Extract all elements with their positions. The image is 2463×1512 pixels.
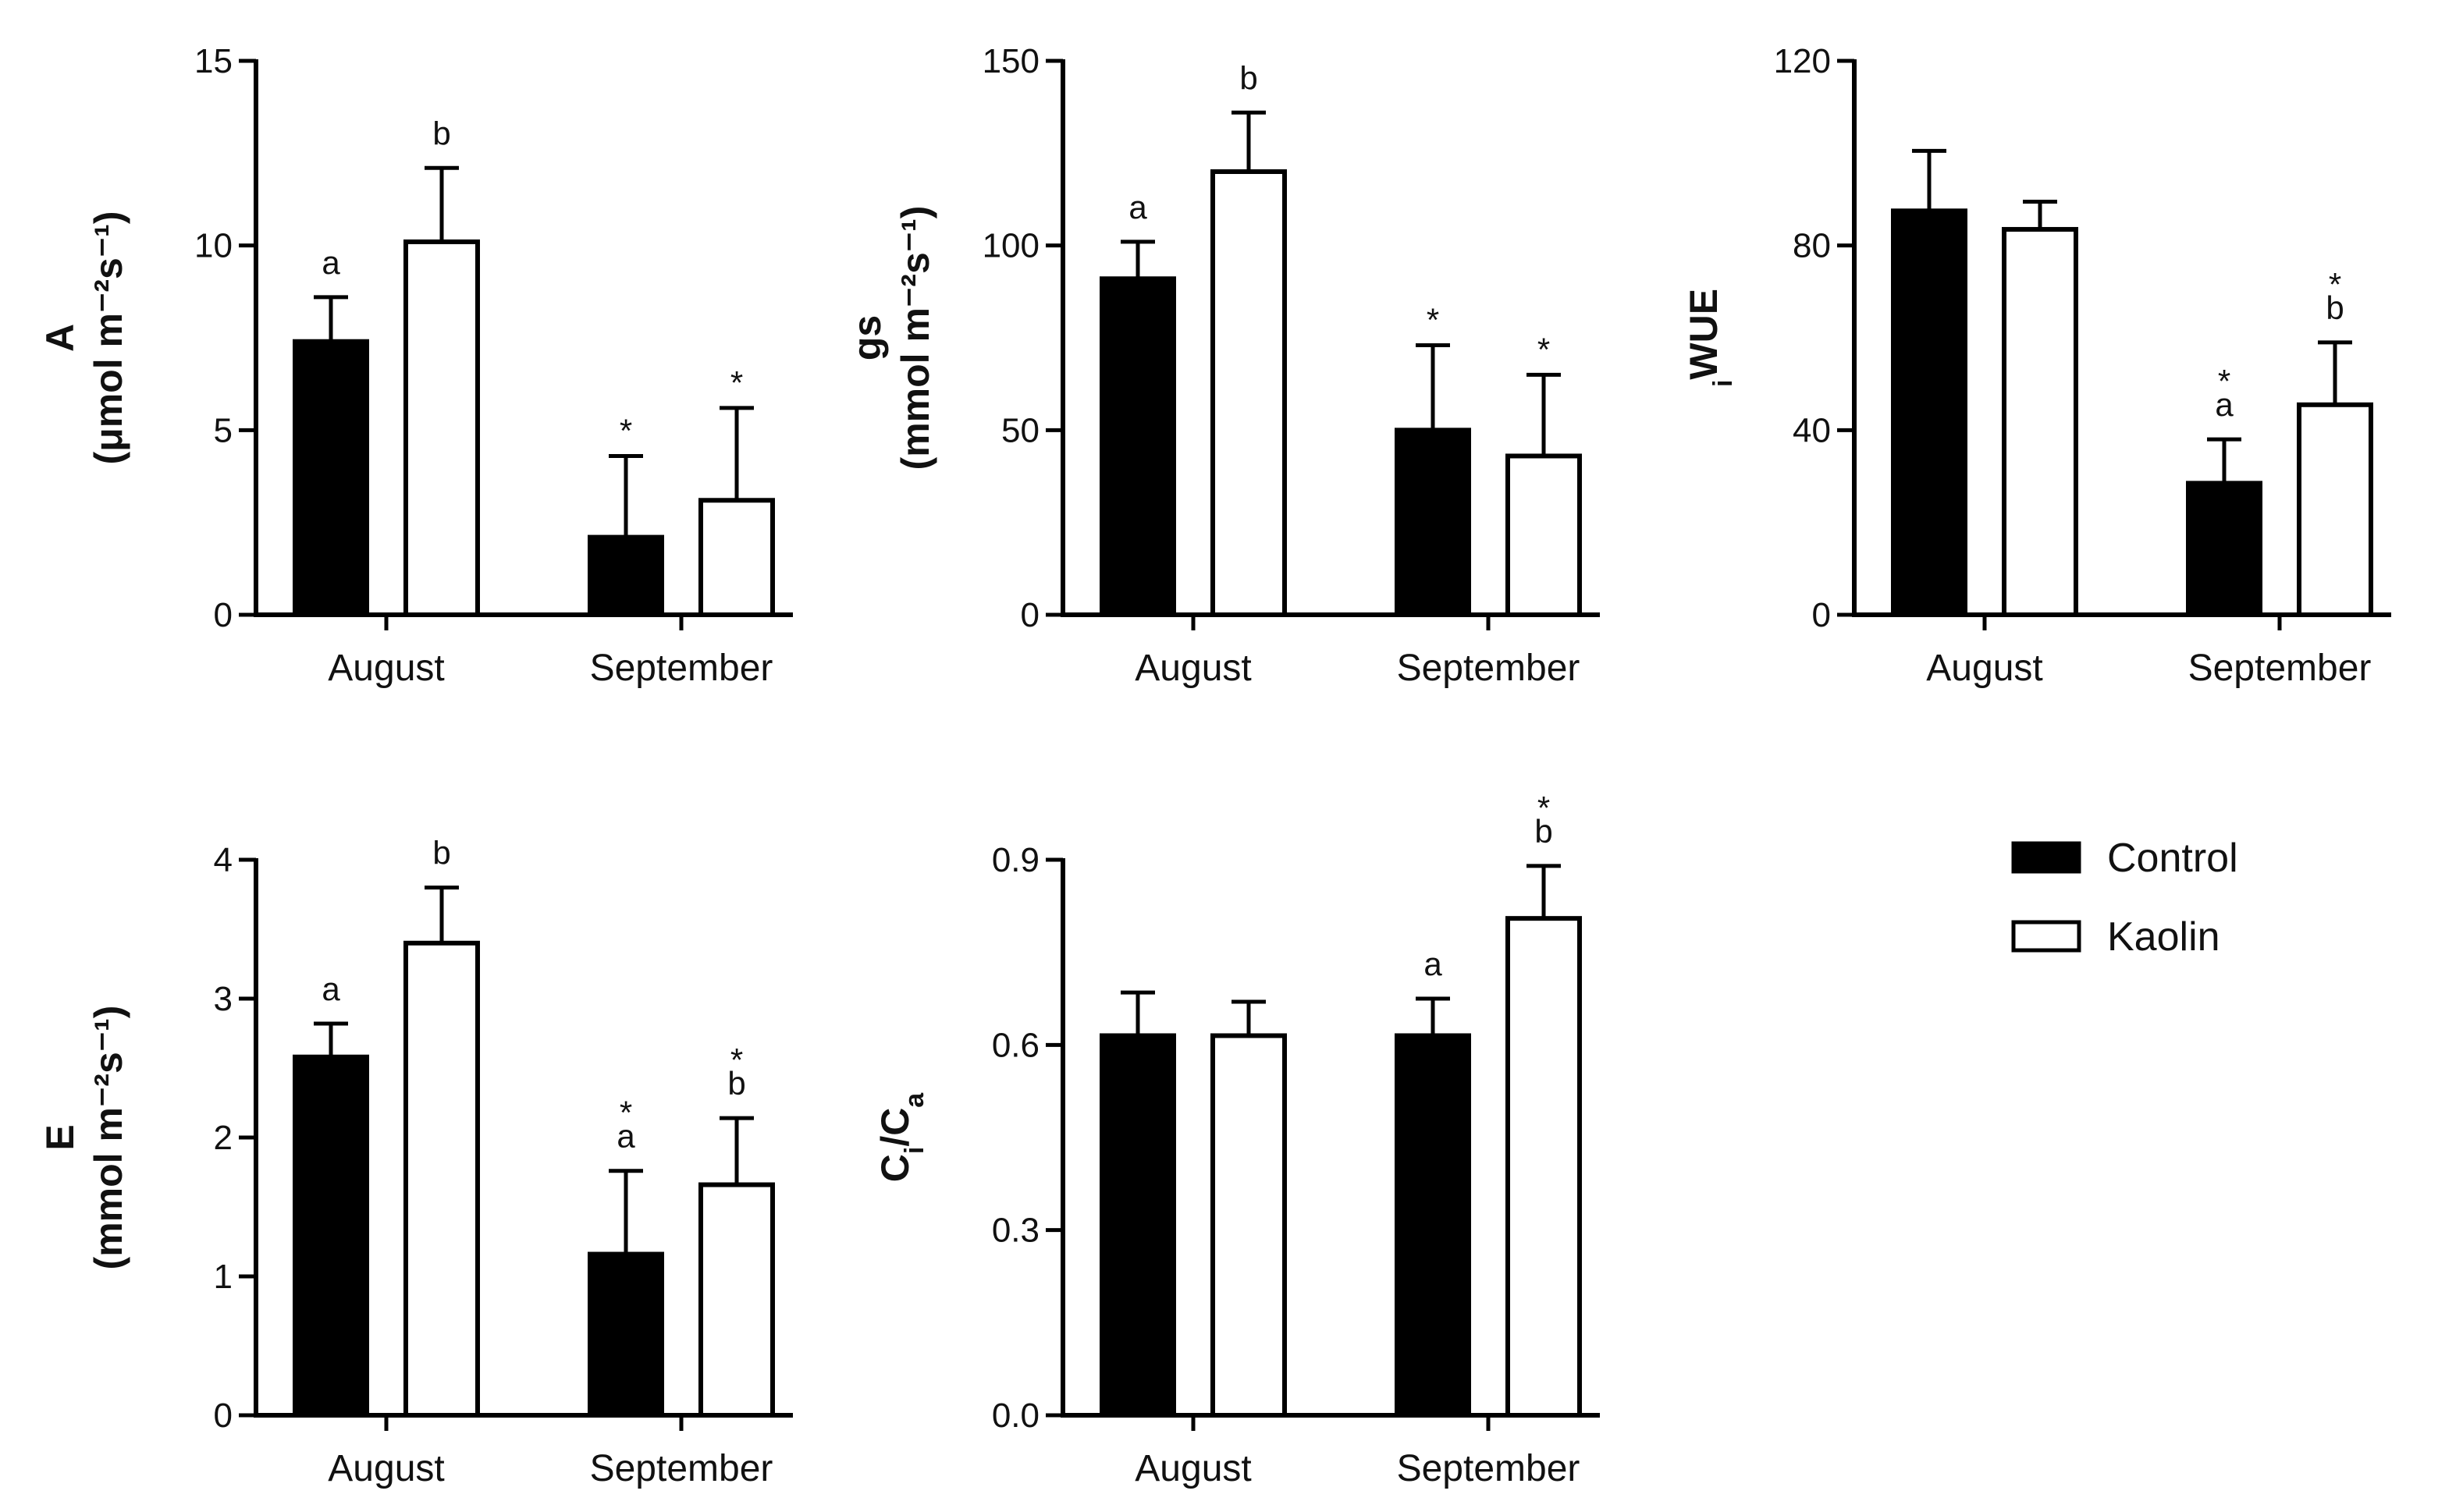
bar-kaolin (2002, 226, 2078, 617)
legend-label-kaolin: Kaolin (2107, 914, 2220, 960)
x-tick-label: August (1135, 1448, 1251, 1489)
legend: Control Kaolin (2011, 836, 2238, 960)
bar-kaolin (1505, 916, 1582, 1418)
y-tick-label: 150 (983, 42, 1040, 80)
x-tick-label: September (590, 648, 773, 689)
significance-letter: b (432, 115, 450, 151)
x-tick-label: September (2188, 648, 2372, 689)
significance-star: * (620, 412, 632, 449)
x-tick-label: September (1397, 1448, 1580, 1489)
y-tick-label: 3 (214, 980, 233, 1018)
y-tick-label: 2 (214, 1119, 233, 1157)
x-tick-label: August (328, 1448, 444, 1489)
y-tick-label: 50 (1001, 411, 1040, 449)
significance-letter: a (322, 244, 340, 281)
panel-ci-ca: 0.0 0.3 0.6 0.9 August September a b* Ci/Ca (873, 790, 1600, 1489)
significance-letter: b (1239, 59, 1257, 96)
panel-a: 0 5 10 15 August September a * b * A (μmol m⁻²s⁻¹) (38, 42, 793, 689)
x-tick-label: August (1135, 648, 1251, 689)
significance-star: * (2329, 266, 2341, 303)
significance-star: * (1537, 790, 1550, 826)
significance-letter: a (1128, 189, 1147, 225)
y-axis-label: A (μmol m⁻²s⁻¹) (38, 211, 130, 464)
y-tick-label: 0.9 (992, 841, 1040, 879)
legend-label-control: Control (2107, 836, 2238, 881)
bar-control (2186, 481, 2262, 617)
y-tick-label: 0 (1021, 596, 1040, 634)
y-tick-label: 4 (214, 841, 233, 879)
bar-control (293, 1054, 369, 1418)
y-axis-label: E (mmol m⁻²s⁻¹) (38, 1006, 130, 1270)
y-tick-label: 15 (194, 42, 233, 80)
significance-letter: b (2326, 289, 2344, 326)
y-tick-label: 100 (983, 227, 1040, 265)
y-tick-label: 1 (214, 1258, 233, 1296)
bar-control (293, 339, 369, 617)
significance-star: * (1537, 331, 1550, 367)
bar-kaolin (698, 498, 775, 617)
bar-control (1100, 276, 1176, 617)
y-tick-label: 0 (1812, 596, 1831, 634)
significance-letter: a (617, 1118, 635, 1155)
legend-swatch-kaolin (2011, 920, 2081, 953)
y-tick-label: 40 (1793, 411, 1831, 449)
x-tick-label: August (1926, 648, 2042, 689)
panel-gs: 0 50 100 150 August September a * b * gs (mmol m⁻²s… (845, 42, 1600, 689)
significance-star: * (730, 364, 743, 401)
y-tick-label: 10 (194, 227, 233, 265)
x-tick-label: September (590, 1448, 773, 1489)
significance-letter: a (2215, 386, 2234, 423)
y-tick-label: 0.3 (992, 1212, 1040, 1250)
y-tick-label: 5 (214, 411, 233, 449)
y-tick-label: 80 (1793, 227, 1831, 265)
bar-kaolin (1210, 169, 1287, 617)
y-tick-label: 0.0 (992, 1397, 1040, 1435)
bar-control (588, 1251, 664, 1418)
significance-letter: b (1534, 813, 1552, 850)
bar-control (1395, 1033, 1471, 1418)
y-axis-label: Ci/Ca (873, 1092, 929, 1183)
significance-letter: b (727, 1065, 745, 1102)
y-tick-label: 0.6 (992, 1026, 1040, 1064)
x-tick-label: August (328, 648, 444, 689)
bar-kaolin (2297, 402, 2373, 618)
bar-control (588, 534, 664, 617)
significance-letter: a (322, 971, 340, 1007)
significance-star: * (1427, 301, 1439, 338)
significance-star: * (620, 1095, 632, 1131)
significance-letter: b (432, 835, 450, 871)
y-tick-label: 0 (214, 1397, 233, 1435)
significance-star: * (2218, 363, 2230, 399)
significance-letter: a (1423, 946, 1442, 982)
significance-star: * (730, 1042, 743, 1078)
bar-control (1395, 428, 1471, 617)
y-axis-label: iWUE (1682, 289, 1738, 387)
bar-kaolin (1210, 1033, 1287, 1418)
bar-kaolin (698, 1182, 775, 1418)
y-tick-label: 0 (214, 596, 233, 634)
x-tick-label: September (1397, 648, 1580, 689)
bar-control (1100, 1033, 1176, 1418)
legend-swatch-control (2011, 841, 2081, 874)
y-axis-label: gs (mmol m⁻²s⁻¹) (845, 206, 937, 470)
bar-kaolin (1505, 453, 1582, 618)
bar-control (1891, 208, 1967, 617)
bar-kaolin (403, 940, 480, 1418)
bar-kaolin (403, 239, 480, 617)
y-tick-label: 120 (1774, 42, 1831, 80)
